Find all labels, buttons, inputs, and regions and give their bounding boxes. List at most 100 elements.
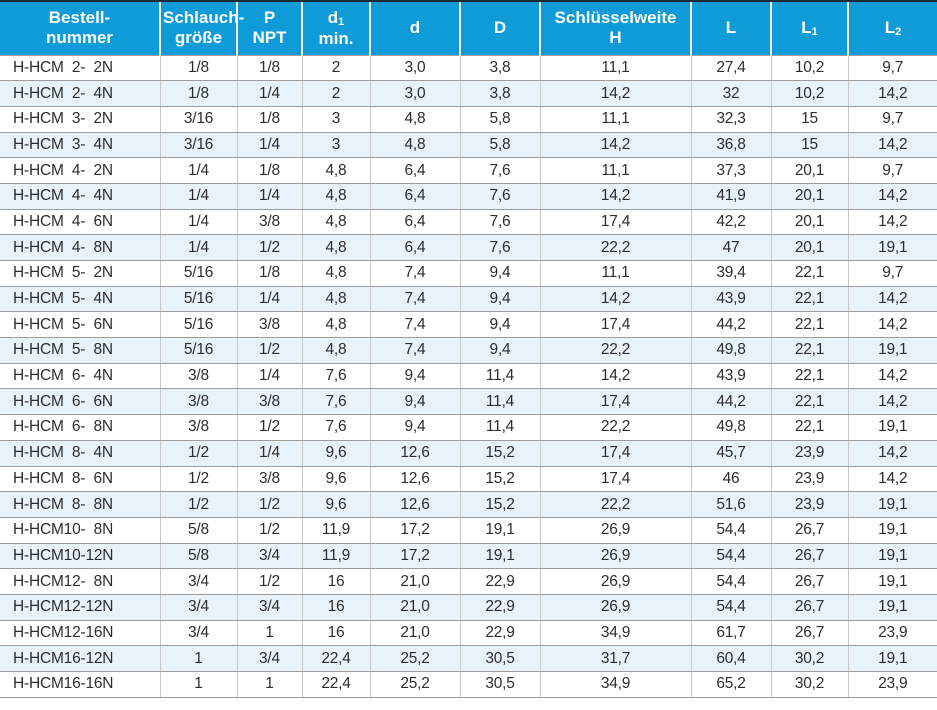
part-number-cell: H-HCM10-12N: [0, 543, 160, 570]
value-cell: 4,8: [301, 311, 370, 339]
value-cell: 19,1: [847, 594, 937, 621]
value-cell: 4,8: [301, 234, 370, 261]
value-cell: 3/4: [236, 594, 302, 621]
value-cell: 10,2: [770, 80, 848, 107]
value-cell: 22,1: [770, 363, 848, 390]
value-cell: 30,5: [459, 671, 540, 698]
value-cell: 3/8: [236, 466, 302, 493]
value-cell: 5/16: [159, 337, 237, 364]
value-cell: 17,4: [539, 209, 691, 236]
value-cell: 1/8: [236, 55, 302, 82]
value-cell: 3/8: [159, 388, 237, 416]
value-cell: 32: [690, 80, 771, 107]
value-cell: 30,5: [459, 645, 540, 672]
value-cell: 22,2: [539, 337, 691, 364]
part-number-cell: H-HCM16-16N: [0, 671, 160, 698]
value-cell: 34,9: [539, 620, 691, 647]
value-cell: 26,7: [770, 543, 848, 570]
value-cell: 1/4: [236, 363, 302, 390]
value-cell: 23,9: [770, 466, 848, 493]
value-cell: 22,9: [459, 620, 540, 647]
part-number-cell: H-HCM 3- 4N: [0, 132, 160, 159]
value-cell: 14,2: [539, 80, 691, 107]
table-row: H-HCM 4- 2N 1/4 1/8 4,8 6,4 7,6 11,1 37,3 20,1 9,…: [0, 157, 937, 184]
part-number-cell: H-HCM 8- 8N: [0, 491, 160, 518]
value-cell: 7,6: [459, 183, 540, 210]
value-cell: 3,0: [369, 80, 460, 107]
value-cell: 16: [301, 594, 370, 621]
value-cell: 37,3: [690, 157, 771, 184]
value-cell: 27,4: [690, 55, 771, 82]
value-cell: 11,9: [301, 517, 370, 544]
header-subscript: 1: [811, 25, 818, 38]
value-cell: 4,8: [301, 209, 370, 236]
value-cell: 1/2: [236, 517, 302, 544]
value-cell: 17,4: [539, 388, 691, 416]
table-row: H-HCM 2- 2N 1/8 1/8 2 3,0 3,8 11,1 27,4 10,2 9,7: [0, 55, 937, 82]
value-cell: 1/2: [236, 414, 302, 441]
value-cell: 26,9: [539, 543, 691, 570]
value-cell: 15: [770, 106, 848, 133]
value-cell: 19,1: [847, 234, 937, 261]
value-cell: 1/4: [159, 183, 237, 210]
value-cell: 14,2: [847, 132, 937, 159]
value-cell: 14,2: [539, 363, 691, 390]
table-header: Bestell-nummer Schlauch-größe P NPT d1 min. d D…: [0, 2, 937, 56]
value-cell: 22,1: [770, 286, 848, 313]
value-cell: 1/2: [236, 491, 302, 518]
value-cell: 54,4: [690, 517, 771, 544]
value-cell: 23,9: [847, 620, 937, 647]
table-row: H-HCM 4- 8N 1/4 1/2 4,8 6,4 7,6 22,2 47 20,1 19,1: [0, 234, 937, 261]
value-cell: 25,2: [369, 671, 460, 698]
value-cell: 11,1: [539, 157, 691, 184]
header-label: Bestell-: [48, 8, 111, 28]
value-cell: 14,2: [847, 311, 937, 339]
value-cell: 32,3: [690, 106, 771, 133]
value-cell: 15,2: [459, 466, 540, 493]
value-cell: 1/8: [236, 260, 302, 287]
value-cell: 19,1: [847, 414, 937, 441]
part-number-cell: H-HCM 5- 8N: [0, 337, 160, 364]
value-cell: 1/2: [159, 491, 237, 518]
value-cell: 47: [690, 234, 771, 261]
value-cell: 1/2: [159, 466, 237, 493]
header-label: L: [884, 17, 896, 37]
value-cell: 19,1: [847, 645, 937, 672]
part-number-cell: H-HCM 2- 2N: [0, 55, 160, 82]
header-label-line2: größe: [174, 28, 223, 48]
value-cell: 5,8: [459, 132, 540, 159]
value-cell: 17,4: [539, 311, 691, 339]
part-number-cell: H-HCM 5- 4N: [0, 286, 160, 313]
value-cell: 9,6: [301, 466, 370, 493]
part-number-cell: H-HCM12-16N: [0, 620, 160, 647]
column-header-L: L: [690, 2, 771, 56]
value-cell: 9,6: [301, 440, 370, 467]
value-cell: 1/8: [236, 157, 302, 184]
value-cell: 15,2: [459, 440, 540, 467]
value-cell: 6,4: [369, 157, 460, 184]
value-cell: 3/4: [159, 568, 237, 595]
value-cell: 26,7: [770, 517, 848, 544]
value-cell: 5/8: [159, 543, 237, 570]
header-label-line2: nummer: [45, 28, 114, 48]
value-cell: 12,6: [369, 466, 460, 493]
value-cell: 5/16: [159, 286, 237, 313]
value-cell: 4,8: [301, 337, 370, 364]
value-cell: 1/4: [236, 440, 302, 467]
part-number-cell: H-HCM 6- 6N: [0, 388, 160, 416]
value-cell: 4,8: [369, 132, 460, 159]
table-row: H-HCM 5- 8N 5/16 1/2 4,8 7,4 9,4 22,2 49,8 22,1 1…: [0, 337, 937, 364]
value-cell: 49,8: [690, 414, 771, 441]
table-row: H-HCM 6- 8N 3/8 1/2 7,6 9,4 11,4 22,2 49,8 22,1 1…: [0, 414, 937, 441]
header-row: Bestell-nummer Schlauch-größe P NPT d1 min. d D…: [0, 2, 937, 56]
table-row: H-HCM 5- 4N 5/16 1/4 4,8 7,4 9,4 14,2 43,9 22,1 1…: [0, 286, 937, 313]
column-header-bestellnummer: Bestell-nummer: [0, 2, 160, 56]
value-cell: 1/8: [159, 80, 237, 107]
table-row: H-HCM16-16N 1 1 22,4 25,2 30,5 34,9 65,2 30,2 23,…: [0, 671, 937, 698]
value-cell: 21,0: [369, 620, 460, 647]
table-row: H-HCM 3- 2N 3/16 1/8 3 4,8 5,8 11,1 32,3 15 9,7: [0, 106, 937, 133]
value-cell: 12,6: [369, 440, 460, 467]
value-cell: 3,8: [459, 80, 540, 107]
value-cell: 3,8: [459, 55, 540, 82]
header-label: L: [801, 17, 812, 37]
